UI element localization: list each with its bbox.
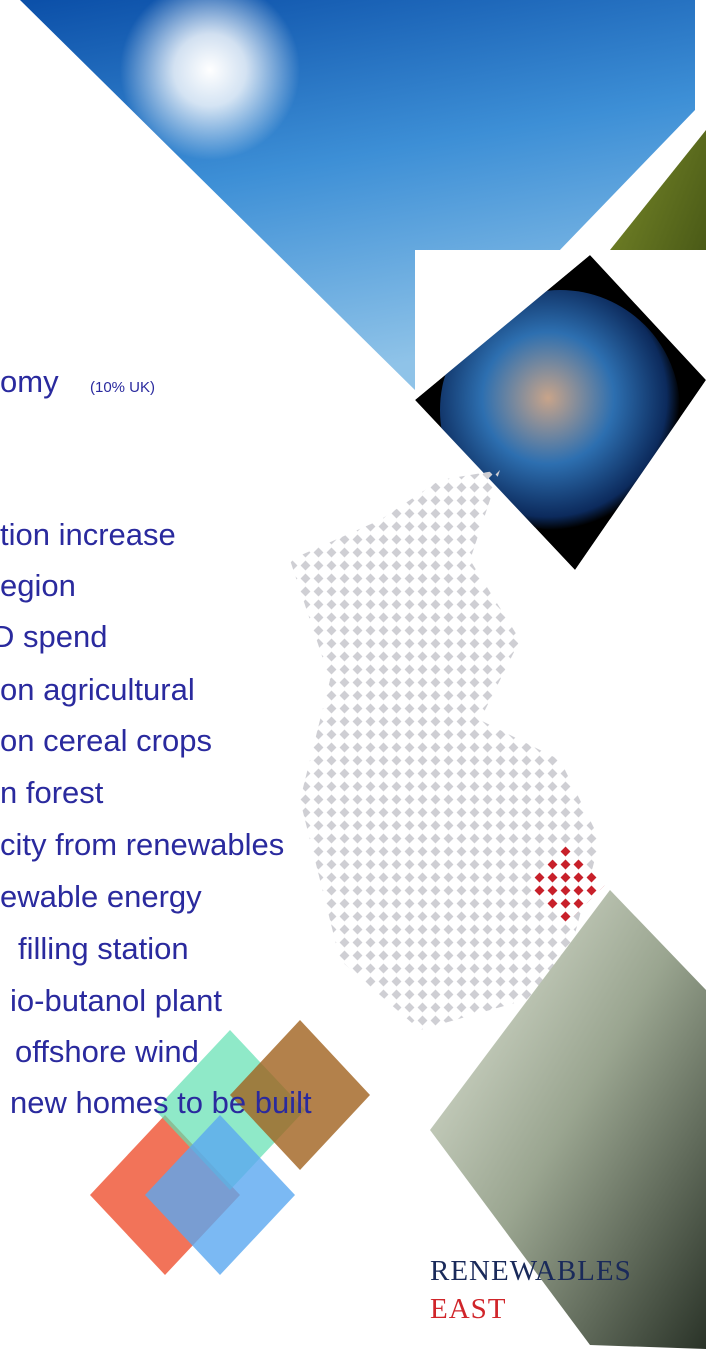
bullet-text: ewable energy — [0, 879, 202, 914]
bullet-text: tion increase — [0, 517, 176, 552]
logo-line1: RENEWABLES — [430, 1255, 632, 1287]
bullet-text: new homes to be built — [10, 1085, 312, 1120]
bullet-text: offshore wind — [15, 1034, 199, 1069]
logo-line2: EAST — [430, 1293, 507, 1325]
note: (10% UK) — [90, 379, 155, 396]
bullet-text: io-butanol plant — [10, 983, 222, 1018]
bullet-text: omy — [0, 364, 59, 399]
bullet-text: filling station — [18, 931, 189, 966]
bullet-text: city from renewables — [0, 827, 284, 862]
slide: omy tion increase egion D spend on agricultu… — [0, 0, 706, 1349]
bullet-text: on agricultural — [0, 672, 195, 707]
bullet-text: on cereal crops — [0, 723, 212, 758]
bullet-text: egion — [0, 568, 76, 603]
bullet-text: n forest — [0, 775, 104, 810]
bullet-text: D spend — [0, 619, 107, 654]
